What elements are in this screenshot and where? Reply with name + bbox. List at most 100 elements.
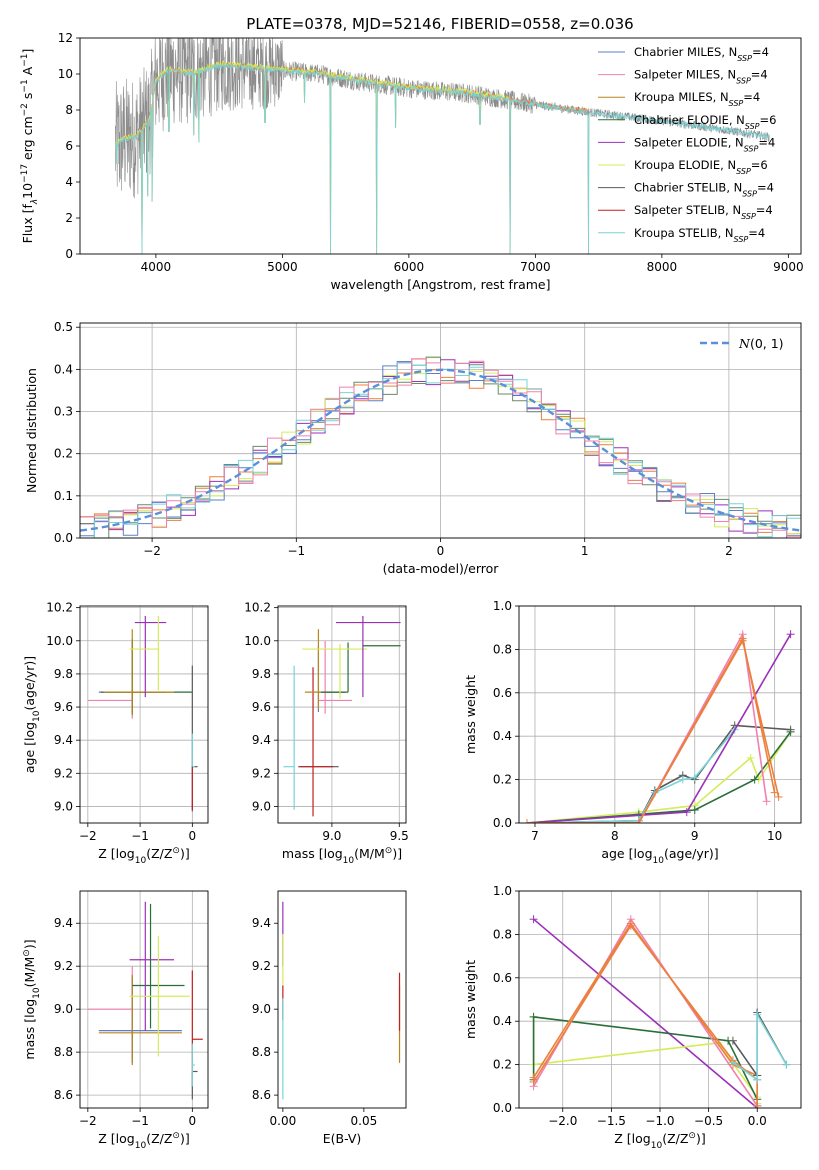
errorbar-point [302, 644, 367, 699]
y-tick-label: 9.0 [252, 1002, 271, 1016]
mass-weight-marker [786, 725, 795, 734]
x-tick-label: −2 [79, 1114, 97, 1128]
x-axis-label: Z [log10(Z/Z⊙)] [614, 1131, 705, 1151]
y-tick-label: 8.8 [252, 1045, 271, 1059]
legend-entry: Chabrier ELODIE, NSSP=6 [634, 113, 776, 131]
axes-frame [79, 37, 802, 255]
y-tick-label: 10.0 [244, 634, 271, 648]
y-tick-label: 12 [58, 31, 73, 45]
y-tick-label: 8.6 [54, 1088, 73, 1102]
axes-frame [518, 890, 802, 1109]
x-tick-label: 0 [189, 1114, 197, 1128]
y-tick-label: 10 [58, 67, 73, 81]
panel-residuals: −2 −1 0 1 2 0.0 0.1 0.2 0.3 0.4 0.5 (data-model)/er… [24, 320, 802, 576]
x-tick-label: 8 [611, 829, 619, 843]
errorbar-point [321, 642, 349, 693]
axes-frame [79, 322, 802, 539]
x-tick-label: 5000 [267, 260, 298, 274]
x-axis-label: (data-model)/error [383, 561, 500, 576]
errorbar-point [129, 901, 175, 1031]
x-axis-label: E(B-V) [323, 1131, 362, 1146]
y-tick-label: 0.6 [493, 971, 512, 985]
x-tick-label: −2 [143, 544, 161, 558]
mass-weight-marker [738, 636, 747, 645]
y-tick-label: 0.5 [54, 320, 73, 334]
y-tick-label: 9.2 [54, 766, 73, 780]
mass-weight-marker [529, 1077, 538, 1086]
legend-entry: Chabrier MILES, NSSP=4 [634, 45, 769, 63]
plot-area [87, 901, 203, 1100]
y-tick-label: 0.4 [493, 1014, 512, 1028]
y-tick-label: 8 [65, 103, 73, 117]
panel-age-vs-Z: −2 −1 0 9.0 9.2 9.4 9.6 9.8 10.0 10.2 Z [log10(Z/Z… [22, 601, 209, 866]
plot-area [529, 915, 791, 1108]
y-tick-label: 9.2 [252, 959, 271, 973]
mass-weight-series [527, 636, 776, 823]
x-axis-label: Z [log10(Z/Z⊙)] [98, 1131, 189, 1151]
figure-title: PLATE=0378, MJD=52146, FIBERID=0558, z=0… [246, 15, 633, 33]
x-tick-label: 7000 [520, 260, 551, 274]
errorbar-point [87, 699, 133, 719]
y-tick-label: 9.8 [54, 667, 73, 681]
mass-weight-series [526, 729, 736, 823]
legend-entry: Chabrier STELIB, NSSP=4 [634, 181, 774, 199]
panels: 4000 5000 6000 7000 8000 9000024681012wavelen… [20, 31, 804, 1151]
mass-weight-marker [782, 1060, 791, 1069]
mass-weight-marker [690, 773, 699, 782]
x-tick-label: 0.0 [748, 1114, 767, 1128]
y-tick-label: 1.0 [493, 599, 512, 613]
plot-area [283, 615, 401, 817]
y-tick-label: 8.6 [252, 1088, 271, 1102]
y-axis-label: Normed distribution [24, 368, 39, 493]
y-tick-label: 9.6 [252, 700, 271, 714]
y-tick-label: 10.2 [244, 601, 271, 615]
y-tick-label: 9.8 [252, 667, 271, 681]
y-tick-label: 0.8 [493, 642, 512, 656]
mass-weight-marker [522, 819, 531, 823]
axes-frame [277, 890, 407, 1109]
errorbar-point [335, 615, 401, 698]
mass-weight-marker [753, 1010, 762, 1019]
x-tick-label: 9.5 [390, 829, 409, 843]
errorbar-point [103, 629, 175, 716]
y-tick-label: 9.4 [252, 733, 271, 747]
x-tick-label: 8000 [647, 260, 678, 274]
y-tick-label: 0 [65, 247, 73, 261]
x-tick-label: 6000 [394, 260, 425, 274]
y-axis-label: mass weight [463, 675, 478, 754]
errorbar-point [191, 970, 203, 1087]
axes-frame [277, 605, 407, 824]
errorbar-point [299, 667, 334, 817]
mass-weight-marker [728, 1058, 737, 1067]
plot-area [114, 38, 770, 254]
panel-age-vs-mass: 9.0 9.5 9.0 9.2 9.4 9.6 9.8 10.0 10.2 mass [log10… [244, 601, 409, 866]
y-tick-label: 0.8 [493, 927, 512, 941]
legend-entry: Salpeter MILES, NSSP=4 [634, 68, 768, 86]
x-tick-label: −1.5 [597, 1114, 626, 1128]
observed-spectrum [115, 38, 770, 199]
x-tick-label: −2 [79, 829, 97, 843]
y-tick-label: 9.0 [252, 799, 271, 813]
x-tick-label: −1.0 [645, 1114, 674, 1128]
y-tick-label: 9.2 [54, 959, 73, 973]
mass-weight-series [526, 724, 791, 823]
errorbar-point [191, 665, 198, 812]
y-tick-label: 0.0 [54, 531, 73, 545]
residual-histogram [80, 358, 801, 537]
plot-area [80, 356, 801, 538]
x-tick-label: 9 [691, 829, 699, 843]
x-tick-label: −2.0 [548, 1114, 577, 1128]
plot-area [522, 630, 795, 823]
mass-weight-marker [529, 915, 538, 924]
y-tick-label: 9.4 [252, 916, 271, 930]
legend-entry: Kroupa ELODIE, NSSP=6 [634, 158, 768, 176]
legend-entry: N(0, 1) [738, 336, 784, 351]
mass-weight-marker [634, 819, 643, 823]
plot-area [282, 901, 401, 1100]
y-tick-label: 0.1 [54, 489, 73, 503]
errorbar-point [98, 974, 182, 1066]
x-axis-label: mass [log10(M/M⊙)] [282, 846, 402, 866]
spectrum-legend: Chabrier MILES, NSSP=4 Salpeter MILES, NS… [598, 45, 776, 243]
y-tick-label: 9.0 [54, 1002, 73, 1016]
panel-mass-vs-Z: −2 −1 0 8.6 8.8 9.0 9.2 9.4 Z [log10(Z/Z⊙)] mass … [22, 890, 209, 1151]
